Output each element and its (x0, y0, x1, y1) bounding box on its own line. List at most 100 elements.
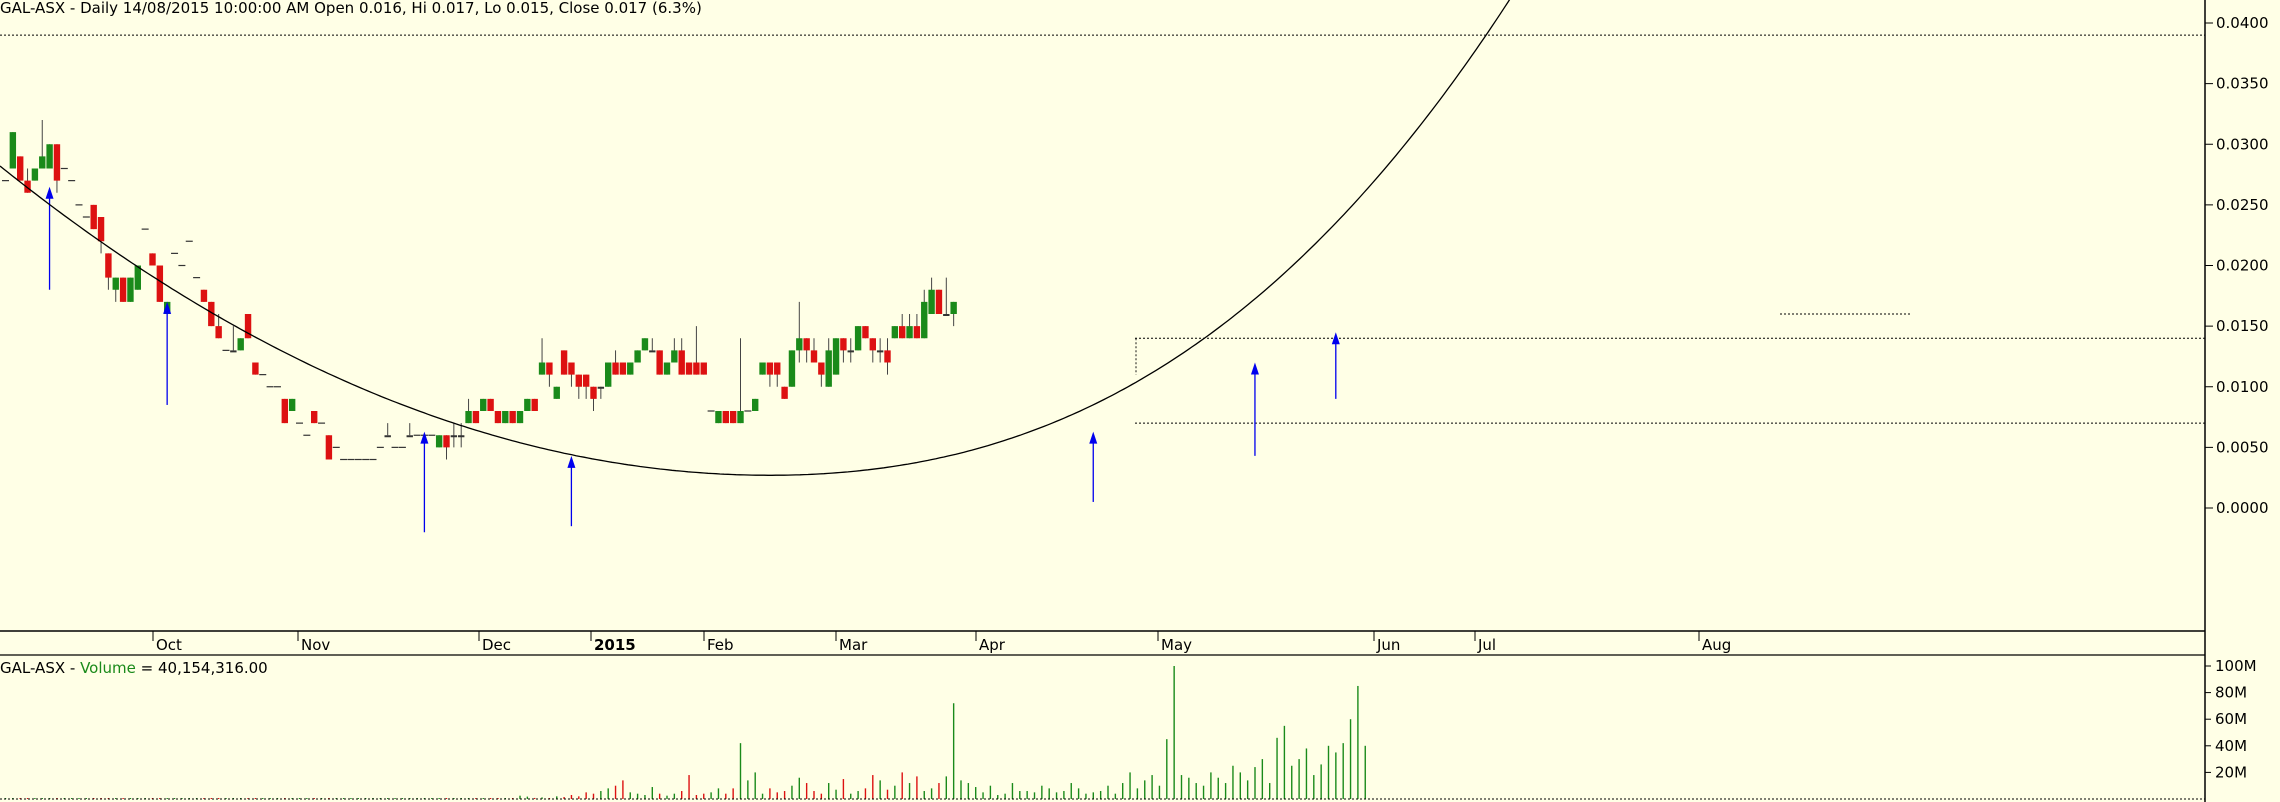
candle (532, 399, 538, 411)
candle (10, 132, 16, 168)
candle (811, 338, 817, 362)
x-tick-label: Jun (1376, 636, 1400, 654)
candle (289, 399, 295, 411)
candle (884, 338, 890, 374)
candle (759, 363, 765, 375)
candle (32, 169, 38, 181)
candle (796, 302, 802, 363)
candle (495, 411, 501, 423)
candle (892, 326, 898, 338)
candle (54, 144, 60, 193)
candle (649, 338, 655, 352)
candle (465, 399, 471, 423)
candle (407, 423, 413, 437)
candle (135, 266, 141, 290)
candle (855, 326, 861, 350)
candle (252, 363, 258, 375)
candle (686, 363, 692, 375)
candle (737, 338, 743, 423)
candle (877, 338, 883, 362)
volume-tick-label: 80M (2215, 684, 2247, 702)
candle (848, 338, 854, 362)
candle (517, 411, 523, 423)
candle (906, 314, 912, 338)
candle (634, 350, 640, 362)
candle (921, 290, 927, 339)
y-tick-label: 0.0050 (2216, 438, 2269, 456)
volume-bars (6, 666, 1366, 799)
candle (583, 375, 589, 399)
candle (598, 387, 604, 399)
candle (576, 375, 582, 399)
candle (656, 350, 662, 374)
candle (91, 205, 97, 229)
arrows (46, 187, 1340, 533)
candle (230, 326, 236, 352)
chart-header: GAL-ASX - Daily 14/08/2015 10:00:00 AM O… (0, 0, 702, 17)
candle (509, 411, 515, 423)
candle (201, 290, 207, 302)
volume-header-sep: - (65, 659, 80, 677)
candle (546, 363, 552, 387)
candle (127, 278, 133, 302)
y-tick-label: 0.0000 (2216, 499, 2269, 517)
candle (833, 338, 839, 374)
header-symbol: GAL-ASX (0, 0, 65, 17)
volume-tick-label: 60M (2215, 710, 2247, 728)
header-text: - Daily 14/08/2015 10:00:00 AM Open 0.01… (65, 0, 702, 17)
x-tick-label: Jul (1477, 636, 1496, 654)
candle (568, 363, 574, 387)
candle (789, 350, 795, 386)
arrow-marker (567, 456, 575, 526)
candle (238, 338, 244, 350)
y-tick-label: 0.0100 (2216, 378, 2269, 396)
candle (818, 363, 824, 387)
y-tick-label: 0.0250 (2216, 196, 2269, 214)
candle (774, 363, 780, 387)
candle (752, 399, 758, 411)
horizontal-levels (0, 35, 2205, 423)
candle (767, 363, 773, 387)
candle (480, 399, 486, 411)
candle (282, 399, 288, 423)
candle (326, 435, 332, 459)
candle (46, 144, 52, 168)
candles (2, 120, 957, 460)
candle (627, 363, 633, 375)
candle (524, 399, 530, 411)
candle (664, 363, 670, 375)
candle (473, 411, 479, 423)
candle (936, 290, 942, 314)
candle (157, 266, 163, 302)
y-tick-label: 0.0150 (2216, 317, 2269, 335)
volume-axis-ticks: 100M80M60M40M20M (2205, 657, 2257, 781)
candle (781, 387, 787, 399)
volume-tick-label: 100M (2215, 657, 2257, 675)
candle (723, 411, 729, 423)
x-tick-label: Dec (482, 636, 511, 654)
candle (840, 338, 846, 362)
volume-tick-label: 40M (2215, 737, 2247, 755)
candle (899, 314, 905, 338)
candle (561, 350, 567, 374)
candle (701, 363, 707, 375)
y-tick-label: 0.0350 (2216, 75, 2269, 93)
candle (113, 278, 119, 302)
candle (17, 156, 23, 180)
x-tick-label: Nov (301, 636, 330, 654)
candle (487, 399, 493, 411)
candle (914, 314, 920, 338)
volume-header-symbol: GAL-ASX (0, 659, 65, 677)
x-tick-label: Feb (707, 636, 734, 654)
x-tick-label: 2015 (594, 636, 636, 654)
price-panel (0, 0, 2205, 532)
x-tick-label: Aug (1702, 636, 1731, 654)
volume-header: GAL-ASX - Volume = 40,154,316.00 (0, 659, 268, 677)
candle (539, 338, 545, 374)
candle (612, 350, 618, 374)
arrow-marker (1089, 432, 1097, 502)
arrow-marker (1332, 332, 1340, 399)
candle (950, 302, 956, 326)
x-tick-label: May (1161, 636, 1192, 654)
